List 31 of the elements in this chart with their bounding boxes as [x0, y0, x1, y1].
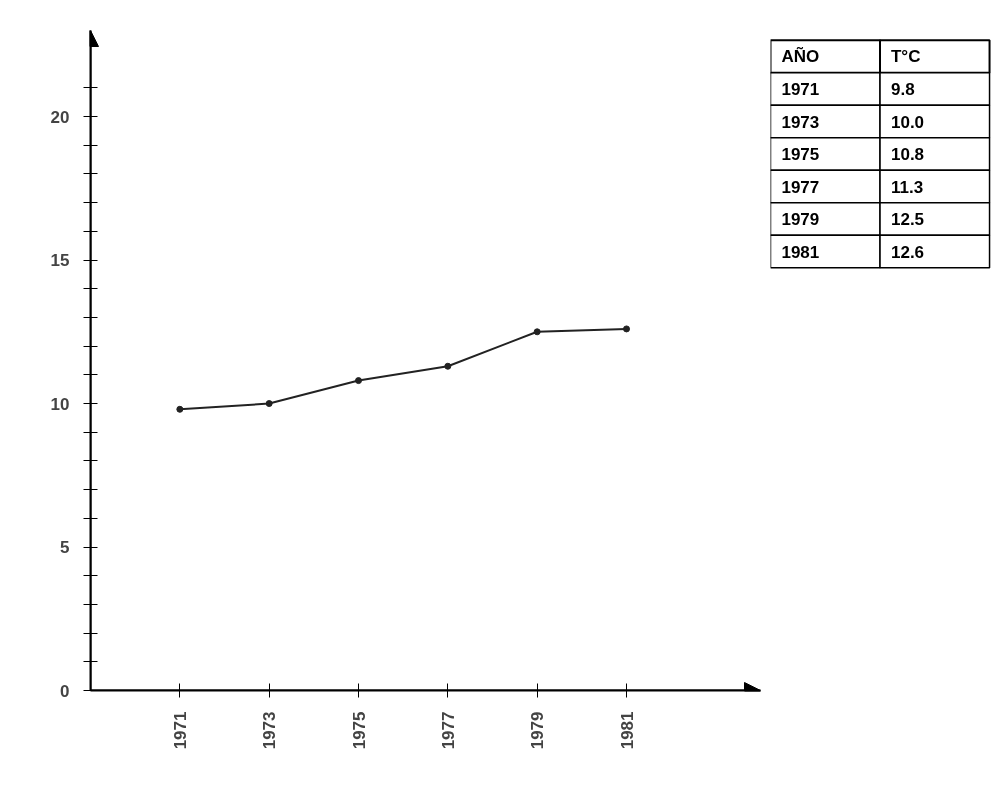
point	[176, 405, 184, 413]
x-tick-label: 1977	[438, 711, 458, 750]
y-tick-label: 5	[60, 538, 70, 558]
y-tick-label: 10	[50, 394, 70, 414]
point	[355, 377, 362, 385]
point	[444, 362, 452, 370]
text: 12.6	[890, 242, 925, 262]
text: 1977	[781, 177, 820, 197]
text: 10.8	[890, 145, 925, 165]
text: 1973	[781, 112, 820, 132]
y-tick-label: 0	[60, 681, 70, 701]
point	[265, 400, 273, 408]
x-tick-label: 1975	[349, 711, 369, 750]
point	[533, 328, 541, 336]
text: 1981	[781, 242, 820, 262]
text: 1975	[781, 145, 820, 165]
text: 1979	[781, 210, 820, 230]
text: 12.5	[890, 210, 925, 230]
x-tick-label: 1973	[260, 711, 280, 750]
text: T°C	[890, 47, 921, 67]
x-tick-label: 1971	[170, 711, 190, 750]
point	[623, 325, 630, 333]
y-tick-label: 15	[50, 251, 70, 271]
y-tick-label: 20	[50, 107, 70, 127]
text: 1971	[781, 80, 820, 100]
text: AÑO	[781, 46, 820, 67]
text: 10.0	[890, 112, 925, 132]
x-tick-label: 1981	[617, 711, 637, 750]
text: 9.8	[890, 80, 915, 100]
x-tick-label: 1979	[528, 711, 548, 750]
text: 11.3	[890, 177, 924, 197]
